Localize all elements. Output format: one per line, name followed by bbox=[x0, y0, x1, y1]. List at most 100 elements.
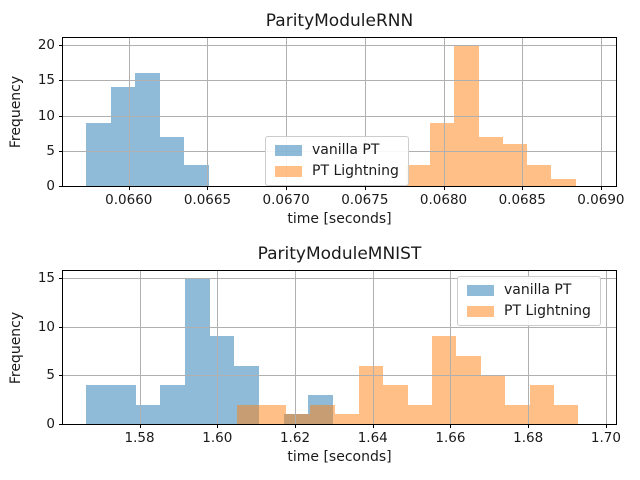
histogram-bar-pt-lightning bbox=[310, 404, 335, 424]
histogram-bar-pt-lightning bbox=[261, 404, 286, 424]
gridline-vertical bbox=[295, 271, 296, 424]
x-tick-mark bbox=[522, 186, 524, 190]
histogram-bar-pt-lightning bbox=[334, 414, 359, 424]
gridline-horizontal bbox=[63, 375, 616, 377]
histogram-bar-vanilla-pt bbox=[209, 336, 235, 424]
x-tick-label: 0.0665 bbox=[183, 192, 232, 208]
y-tick-mark bbox=[59, 80, 63, 82]
y-tick-label: 10 bbox=[37, 107, 55, 124]
histogram-bar-pt-lightning bbox=[505, 404, 530, 424]
histogram-bar-vanilla-pt bbox=[159, 136, 185, 186]
y-axis-label-wrap: Frequency bbox=[8, 270, 24, 425]
gridline-vertical bbox=[372, 271, 374, 424]
x-tick-label: 1.62 bbox=[279, 430, 311, 446]
y-tick-mark bbox=[59, 375, 63, 377]
histogram-bar-vanilla-pt bbox=[160, 385, 186, 424]
histogram-bar-vanilla-pt bbox=[184, 164, 210, 186]
y-tick-label: 5 bbox=[46, 142, 55, 159]
y-axis-label: Frequency bbox=[8, 311, 25, 384]
gridline-horizontal bbox=[63, 326, 616, 328]
legend-entry-vanilla-pt: vanilla PT bbox=[275, 143, 399, 158]
histogram-bar-pt-lightning bbox=[478, 136, 503, 186]
x-tick-label: 0.0675 bbox=[341, 192, 389, 208]
histogram-bar-pt-lightning bbox=[527, 164, 552, 186]
histogram-bar-pt-lightning bbox=[237, 404, 262, 424]
y-tick-mark bbox=[59, 115, 63, 117]
legend-swatch-vanilla-pt bbox=[467, 285, 494, 296]
histogram-bar-pt-lightning bbox=[285, 414, 311, 424]
histogram-bar-pt-lightning bbox=[432, 336, 457, 424]
gridline-vertical bbox=[528, 271, 530, 424]
x-tick-label: 1.70 bbox=[590, 430, 621, 446]
x-tick-label: 1.64 bbox=[357, 430, 388, 446]
histogram-bar-pt-lightning bbox=[405, 164, 431, 186]
legend-label: PT Lightning bbox=[312, 163, 399, 179]
gridline-horizontal bbox=[63, 45, 616, 47]
y-tick-label: 10 bbox=[37, 318, 55, 335]
gridline-horizontal bbox=[63, 277, 616, 279]
legend: vanilla PT PT Lightning bbox=[265, 136, 409, 186]
legend: vanilla PT PT Lightning bbox=[457, 276, 601, 326]
gridline-vertical bbox=[450, 271, 452, 424]
x-tick-mark bbox=[443, 186, 445, 190]
gridline-horizontal bbox=[63, 115, 616, 117]
x-tick-mark bbox=[528, 424, 530, 428]
x-tick-mark bbox=[217, 424, 219, 428]
plot-area: 0.0660 0.0665 0.0670 0.0675 0.0680 0.0685 0.06… bbox=[38, 37, 625, 208]
y-axis-label: Frequency bbox=[8, 75, 25, 149]
histogram-bar-vanilla-pt bbox=[135, 73, 160, 186]
histogram-bar-pt-lightning bbox=[430, 122, 455, 186]
gridline-vertical bbox=[128, 38, 130, 186]
x-tick-mark bbox=[207, 186, 209, 190]
legend-entry-pt-lightning: PT Lightning bbox=[467, 304, 591, 319]
y-axis-label-wrap: Frequency bbox=[8, 37, 24, 187]
histogram-bar-pt-lightning bbox=[529, 385, 554, 424]
gridline-vertical bbox=[139, 271, 141, 424]
x-tick-label: 0.0670 bbox=[262, 192, 310, 208]
y-tick-label: 0 bbox=[46, 178, 55, 194]
plot-area: 1.58 1.60 1.62 1.64 1.66 1.68 1.70 0 5 10 15 vanill… bbox=[38, 270, 621, 446]
histogram-bar-pt-lightning bbox=[407, 404, 433, 424]
y-tick-mark bbox=[59, 326, 63, 328]
y-tick-label: 15 bbox=[37, 72, 55, 89]
gridline-vertical bbox=[364, 38, 366, 186]
histogram-bar-vanilla-pt bbox=[185, 277, 210, 424]
x-tick-mark bbox=[605, 424, 607, 428]
y-tick-label: 0 bbox=[46, 416, 55, 432]
x-tick-mark bbox=[295, 424, 296, 428]
x-tick-mark bbox=[286, 186, 288, 190]
x-tick-mark bbox=[372, 424, 374, 428]
histogram-bar-pt-lightning bbox=[553, 404, 579, 424]
x-tick-label: 1.66 bbox=[435, 430, 466, 446]
y-tick-mark bbox=[59, 424, 63, 425]
legend-entry-vanilla-pt: vanilla PT bbox=[467, 283, 591, 298]
y-tick-mark bbox=[59, 150, 63, 152]
legend-swatch-vanilla-pt bbox=[275, 145, 302, 156]
y-tick-mark bbox=[59, 277, 63, 279]
x-tick-mark bbox=[364, 186, 366, 190]
gridline-vertical bbox=[443, 38, 445, 186]
x-tick-label: 1.58 bbox=[124, 430, 155, 446]
x-tick-mark bbox=[128, 186, 130, 190]
legend-entry-pt-lightning: PT Lightning bbox=[275, 164, 399, 179]
y-tick-label: 15 bbox=[37, 269, 55, 286]
histogram-bar-vanilla-pt bbox=[110, 385, 136, 424]
x-tick-label: 0.0685 bbox=[498, 192, 546, 208]
subplot-parity-module-rnn: ParityModuleRNN Frequency 0.0660 0.0665 0.… bbox=[8, 11, 625, 227]
x-axis-label: time [seconds] bbox=[287, 211, 392, 227]
gridline-vertical bbox=[217, 271, 219, 424]
gridline-vertical bbox=[522, 38, 524, 186]
gridline-vertical bbox=[600, 38, 602, 186]
gridline-vertical bbox=[207, 38, 209, 186]
chart-title: ParityModuleRNN bbox=[265, 11, 414, 31]
y-tick-mark bbox=[59, 186, 63, 187]
histogram-bar-pt-lightning bbox=[383, 385, 408, 424]
subplot-parity-module-mnist: ParityModuleMNIST Frequency 1.58 1.60 1.62… bbox=[8, 244, 621, 465]
y-tick-label: 5 bbox=[46, 367, 55, 384]
legend-swatch-pt-lightning bbox=[467, 306, 494, 317]
gridline-vertical bbox=[605, 271, 607, 424]
x-tick-label: 0.0690 bbox=[577, 192, 625, 208]
x-tick-mark bbox=[450, 424, 452, 428]
gridline-horizontal bbox=[63, 80, 616, 82]
